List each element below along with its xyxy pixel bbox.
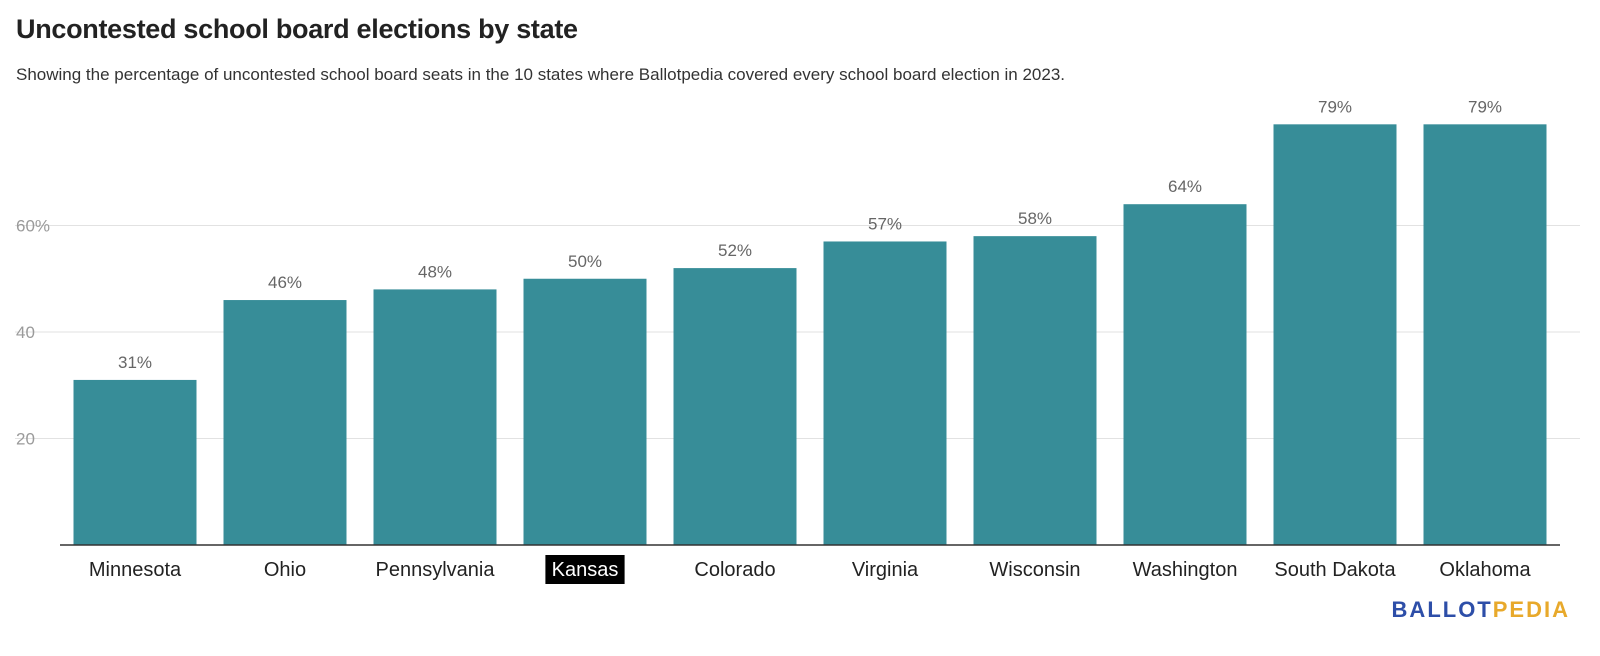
bar-chart: 20 40 60% 31% 46% 48% 50% 52% 57% 58% 64% 79% 79% M… [15,97,1580,584]
bar [673,268,797,545]
data-label: 57% [868,214,902,233]
bar [1423,124,1547,545]
value-labels: 31% 46% 48% 50% 52% 57% 58% 64% 79% 79% [118,97,1502,372]
data-label: 58% [1018,209,1052,228]
data-label: 79% [1468,97,1502,116]
x-tick-label: Colorado [694,559,775,581]
chart-title: Uncontested school board elections by st… [16,14,578,44]
y-tick-label: 60% [16,217,50,236]
x-tick-label: Oklahoma [1439,559,1531,581]
data-label: 50% [568,252,602,271]
x-tick-label: Wisconsin [989,559,1080,581]
data-label: 48% [418,262,452,281]
data-label: 64% [1168,177,1202,196]
bar [373,289,497,545]
bar [823,241,947,545]
bar [1123,204,1247,545]
bar [1273,124,1397,545]
y-axis-ticks: 20 40 60% [16,217,50,449]
y-tick-label: 20 [16,430,35,449]
logo-part-2: PEDIA [1492,597,1570,622]
x-tick-label: Virginia [852,559,919,581]
data-label: 79% [1318,97,1352,116]
data-label: 52% [718,241,752,260]
highlight-background [545,555,625,584]
x-tick-label: Kansas [552,559,619,581]
data-label: 46% [268,273,302,292]
ballotpedia-logo: BALLOTPEDIA [1392,597,1570,623]
x-tick-label: South Dakota [1274,559,1396,581]
y-tick-label: 40 [16,323,35,342]
x-tick-label: Minnesota [89,559,182,581]
bars [73,124,1547,545]
logo-part-1: BALLOT [1391,597,1493,622]
x-tick-label: Washington [1133,559,1238,581]
data-label: 31% [118,353,152,372]
chart-subtitle: Showing the percentage of uncontested sc… [16,65,1066,84]
bar [973,236,1097,545]
bar [523,278,647,545]
bar [223,300,347,545]
x-axis-labels: Minnesota Ohio Pennsylvania Kansas Colorado V… [89,555,1531,584]
x-tick-label: Ohio [264,559,306,581]
bar [73,379,197,545]
x-tick-label: Pennsylvania [376,559,496,581]
